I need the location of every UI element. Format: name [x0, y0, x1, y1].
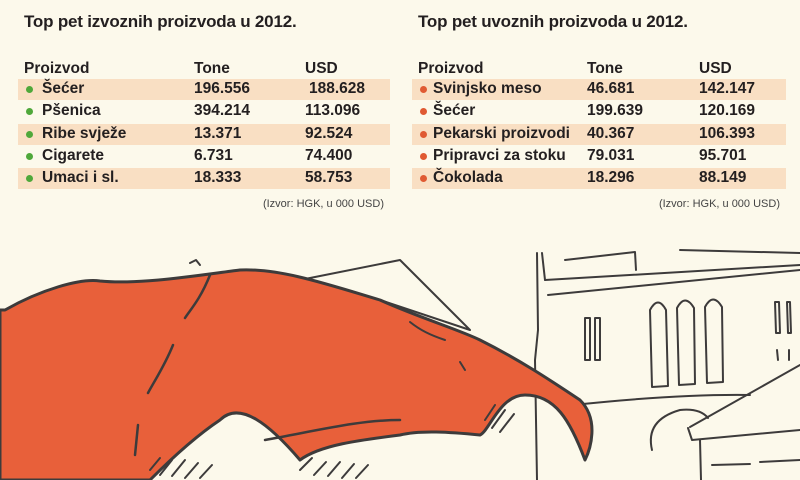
- usd-value: 106.393: [699, 125, 756, 142]
- bullet-icon: [26, 131, 33, 138]
- bullet-icon: [26, 153, 33, 160]
- bullet-icon: [420, 86, 427, 93]
- column-header-product: Proizvod: [24, 60, 90, 77]
- product-name: Umaci i sl.: [42, 169, 119, 186]
- product-name: Čokolada: [433, 169, 503, 186]
- tons-value: 199.639: [587, 102, 644, 119]
- usd-value: 120.169: [699, 102, 756, 119]
- bullet-icon: [26, 175, 33, 182]
- export-title: Top pet izvoznih proizvoda u 2012.: [24, 12, 297, 31]
- bullet-icon: [420, 108, 427, 115]
- column-header-usd: USD: [699, 60, 732, 77]
- awning-shadow-hatching: [149, 404, 515, 479]
- bullet-icon: [420, 131, 427, 138]
- usd-value: 88.149: [699, 169, 747, 186]
- tons-value: 196.556: [194, 80, 251, 97]
- bullet-icon: [420, 153, 427, 160]
- table-row: Ribe svježe 13.371 92.524: [18, 124, 390, 145]
- tons-value: 79.031: [587, 147, 635, 164]
- product-name: Cigarete: [42, 147, 105, 164]
- column-header-tons: Tone: [587, 60, 623, 77]
- usd-value: 92.524: [305, 125, 353, 142]
- bullet-icon: [26, 86, 33, 93]
- table-row: Svinjsko meso 46.681 142.147: [412, 79, 786, 100]
- table-row: Umaci i sl. 18.333 58.753: [18, 168, 390, 189]
- product-name: Pšenica: [42, 102, 101, 119]
- product-name: Pripravci za stoku: [433, 147, 566, 164]
- bullet-icon: [26, 108, 33, 115]
- source-note: (Izvor: HGK, u 000 USD): [658, 198, 780, 210]
- product-name: Ribe svježe: [42, 125, 127, 142]
- product-name: Šećer: [433, 102, 476, 119]
- bullet-icon: [420, 175, 427, 182]
- tons-value: 394.214: [194, 102, 251, 119]
- building-drawing: [534, 249, 800, 480]
- tons-value: 40.367: [587, 125, 635, 142]
- usd-value: 142.147: [699, 80, 756, 97]
- usd-value: 58.753: [305, 169, 353, 186]
- product-name: Šećer: [42, 80, 85, 97]
- column-header-tons: Tone: [194, 60, 230, 77]
- table-row: Cigarete 6.731 74.400: [18, 146, 390, 167]
- tons-value: 46.681: [587, 80, 635, 97]
- usd-value: 113.096: [305, 102, 361, 119]
- export-header-row: Proizvod Tone USD: [18, 59, 390, 79]
- tons-value: 6.731: [194, 147, 233, 164]
- table-row: Pšenica 394.214 113.096: [18, 101, 390, 122]
- table-row: Šećer 196.556 188.628: [18, 79, 390, 100]
- usd-value: 74.400: [305, 147, 353, 164]
- tons-value: 18.333: [194, 169, 242, 186]
- import-header-row: Proizvod Tone USD: [412, 59, 786, 79]
- product-name: Pekarski proizvodi: [433, 125, 570, 142]
- tons-value: 18.296: [587, 169, 635, 186]
- import-title: Top pet uvoznih proizvoda u 2012.: [418, 12, 688, 31]
- column-header-product: Proizvod: [418, 60, 484, 77]
- usd-value: 188.628: [309, 80, 366, 97]
- column-header-usd: USD: [305, 60, 338, 77]
- source-note: (Izvor: HGK, u 000 USD): [262, 198, 384, 210]
- product-name: Svinjsko meso: [433, 80, 542, 97]
- table-row: Pripravci za stoku 79.031 95.701: [412, 146, 786, 167]
- awning-fabric: [0, 268, 594, 480]
- table-row: Pekarski proizvodi 40.367 106.393: [412, 124, 786, 145]
- table-row: Čokolada 18.296 88.149: [412, 168, 786, 189]
- tons-value: 13.371: [194, 125, 242, 142]
- usd-value: 95.701: [699, 147, 747, 164]
- table-row: Šećer 199.639 120.169: [412, 101, 786, 122]
- market-stall-illustration: [0, 249, 800, 480]
